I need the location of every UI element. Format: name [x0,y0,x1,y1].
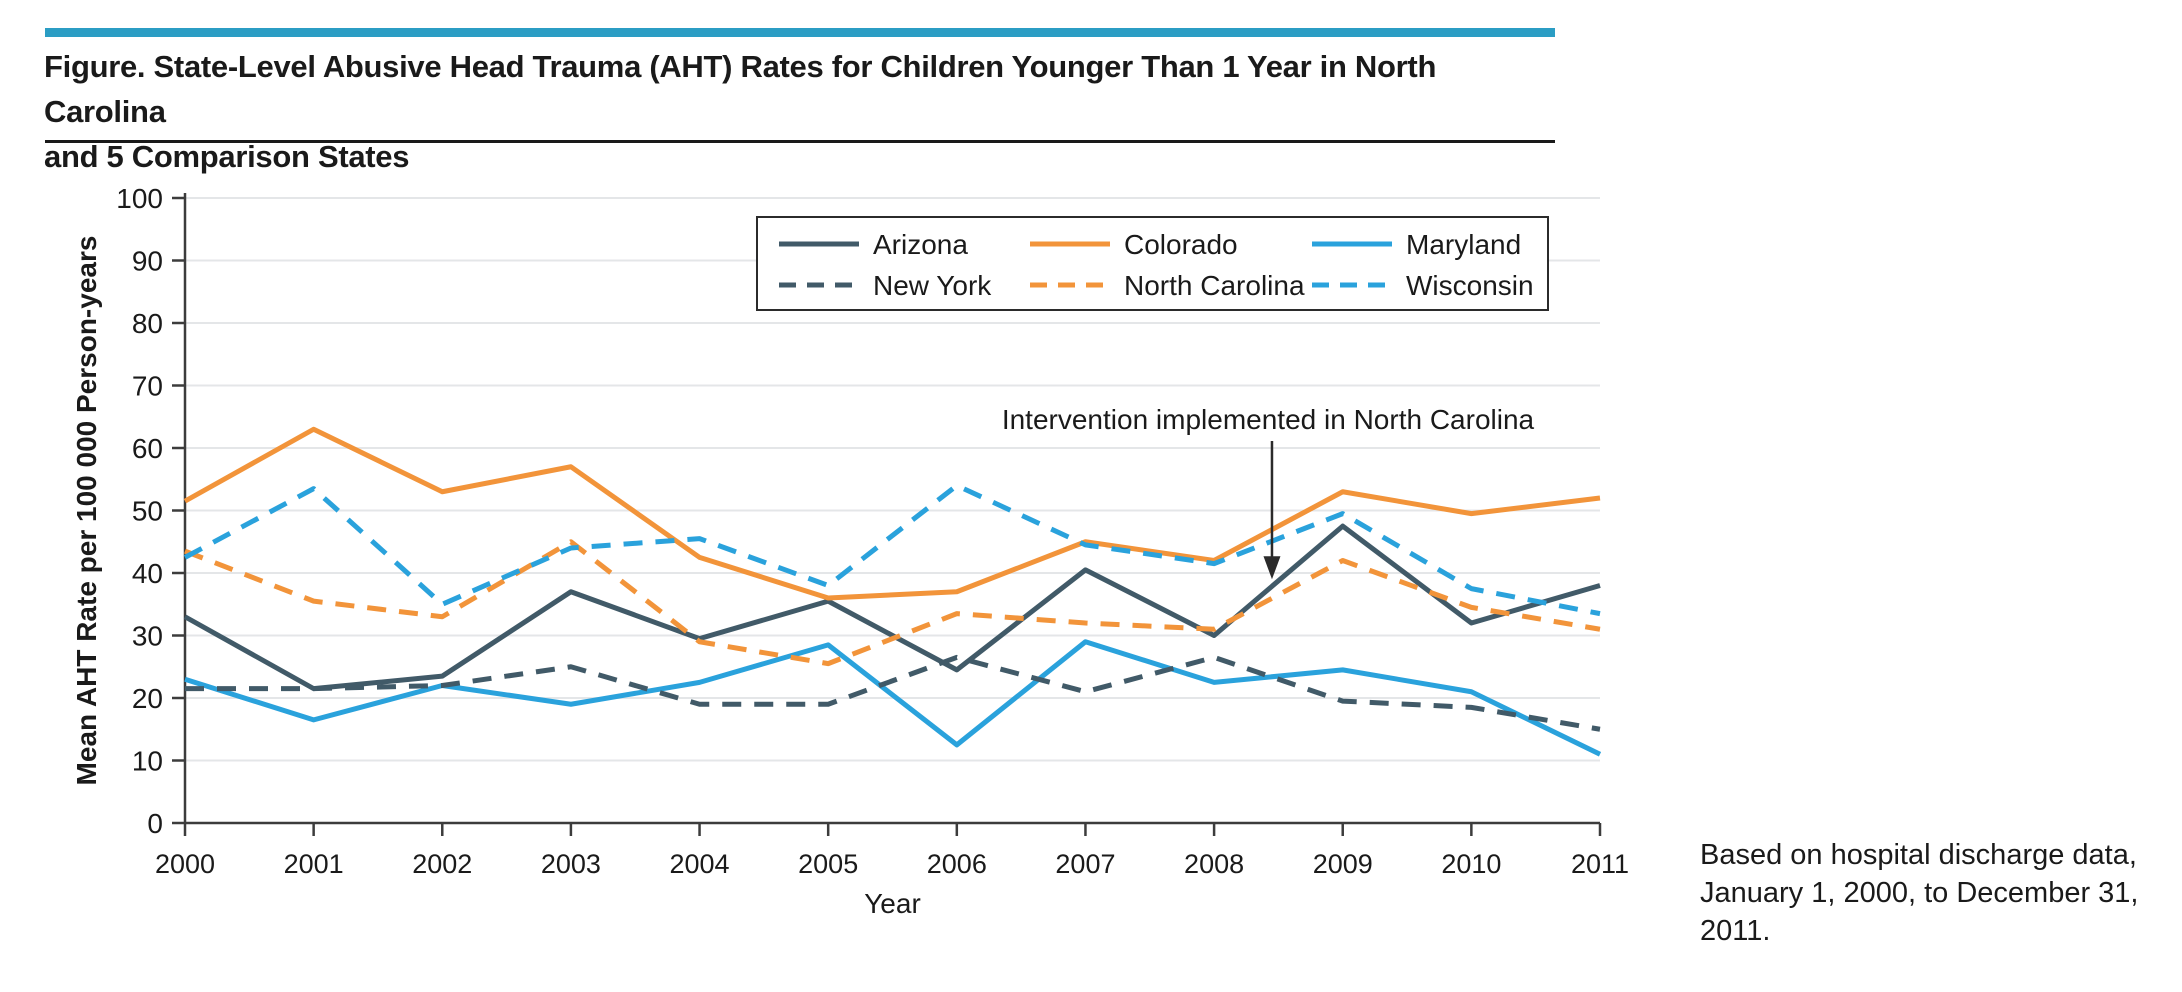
y-tick-label: 70 [132,371,163,402]
series-line-wisconsin [183,483,1601,617]
annotation-arrowhead [1263,556,1281,580]
x-tick-label: 2007 [1055,849,1115,879]
legend-label-colorado: Colorado [1124,229,1238,260]
figure-title: Figure. State-Level Abusive Head Trauma … [44,44,1554,179]
series-line-colorado [183,426,1601,601]
legend-label-new-york: New York [873,270,992,301]
y-tick-label: 20 [132,683,163,714]
y-tick-label: 100 [116,183,163,214]
y-tick-label: 30 [132,621,163,652]
x-tick-label: 2002 [412,849,472,879]
y-tick-label: 80 [132,308,163,339]
legend-label-north-carolina: North Carolina [1124,270,1305,301]
x-tick-label: 2001 [284,849,344,879]
y-tick-label: 60 [132,433,163,464]
x-tick-label: 2010 [1441,849,1501,879]
y-tick-label: 50 [132,496,163,527]
aht-line-chart: 0 10 20 30 40 50 60 70 80 90 100 2000 2001 2002 2003 20… [71,183,1629,919]
x-tick-label: 2009 [1313,849,1373,879]
series-line-new-york [185,654,1601,732]
x-tick-label: 2011 [1571,849,1629,879]
x-tick-label: 2003 [541,849,601,879]
legend-label-arizona: Arizona [873,229,968,260]
x-tick-label: 2008 [1184,849,1244,879]
legend-box [756,216,1549,311]
legend-label-wisconsin: Wisconsin [1406,270,1534,301]
x-axis-title: Year [864,888,921,919]
x-tick-label: 2000 [155,849,215,879]
figure-caption-note: Based on hospital discharge data, Januar… [1700,839,2139,947]
series-line-north-carolina [184,539,1601,667]
x-tick-label: 2004 [670,849,730,879]
y-tick-label: 40 [132,558,163,589]
y-axis-title: Mean AHT Rate per 100 000 Person-years [71,236,102,786]
y-tick-label: 10 [132,746,163,777]
legend-label-maryland: Maryland [1406,229,1521,260]
figure-title-line2: and 5 Comparison States [44,139,410,174]
x-tick-label: 2005 [798,849,858,879]
y-tick-label: 0 [147,808,163,839]
x-tick-label: 2006 [927,849,987,879]
series-line-maryland [184,639,1602,757]
series-line-arizona [183,523,1601,692]
y-tick-label: 90 [132,246,163,277]
header-accent-bar [45,28,1555,37]
header-divider [45,140,1555,143]
annotation-text: Intervention implemented in North Caroli… [1002,404,1535,435]
figure-title-line1: Figure. State-Level Abusive Head Trauma … [44,49,1437,129]
